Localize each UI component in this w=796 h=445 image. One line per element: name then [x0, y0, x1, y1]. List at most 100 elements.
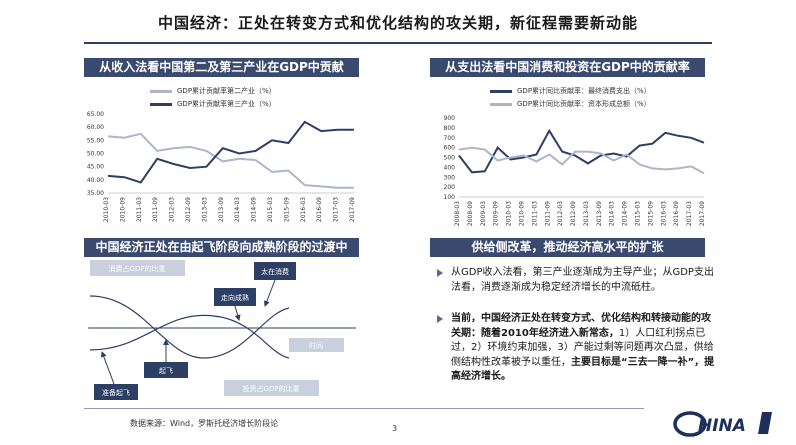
- x-tick-label: 2012-09: [570, 201, 577, 226]
- footer-divider: [84, 408, 644, 409]
- time-box: [289, 338, 344, 352]
- rostow-diagram: 消费占GDP的比重 太在消费 走向成熟 时间 起飞 准备起飞 投资占GDP的比重: [88, 260, 356, 400]
- consumption-share-label: 消费占GDP的比重: [108, 264, 165, 273]
- x-tick-label: 2009-09: [493, 201, 500, 226]
- takeoff-label: 起飞: [159, 367, 173, 375]
- legend-swatch: [150, 102, 172, 106]
- left-chart-banner: 从收入法看中国第二及第三产业在GDP中贡献: [84, 58, 359, 77]
- x-tick-label: 2008-09: [467, 201, 474, 226]
- x-tick-label: 2013-09: [218, 197, 225, 222]
- x-tick-label: 2014-03: [609, 201, 616, 226]
- x-tick-label: 2016-03: [300, 197, 307, 222]
- page-number: 3: [392, 424, 398, 433]
- y-tick-label: 400: [444, 164, 456, 171]
- bullet-2: 当前，中国经济正处在转变方式、优化结构和转接动能的攻关期：随着2010年经济进入…: [437, 312, 716, 385]
- x-tick-label: 2016-09: [673, 201, 680, 226]
- y-tick-label: 50.00: [87, 151, 104, 158]
- mature-arrow: [234, 305, 241, 321]
- china-logo: HINA: [673, 411, 772, 437]
- prepare-box: [94, 384, 138, 400]
- x-tick-label: 2017-03: [333, 197, 340, 222]
- x-tick-label: 2013-09: [596, 201, 603, 226]
- expand-consumption-label: 太在消费: [261, 267, 289, 276]
- y-tick-label: 100: [444, 194, 456, 201]
- prepare-arrow: [100, 351, 115, 385]
- x-tick-label: 2015-09: [647, 201, 654, 226]
- x-tick-label: 2017-09: [699, 201, 706, 226]
- bullet-marker-icon: [437, 315, 443, 323]
- time-label: 时间: [309, 341, 323, 350]
- x-tick-label: 2011-09: [152, 197, 159, 222]
- consumption-curve: [89, 295, 290, 359]
- mature-box: [214, 288, 256, 306]
- x-tick-label: 2010-03: [103, 197, 110, 222]
- investment-share-box: [224, 380, 319, 396]
- y-tick-label: 900: [444, 115, 456, 122]
- x-tick-label: 2016-03: [660, 201, 667, 226]
- y-tick-label: 35.00: [87, 190, 104, 197]
- series-line-2: [458, 146, 705, 175]
- bullet-1: 从GDP收入法看，第三产业逐渐成为主导产业；从GDP支出法看，消费逐渐成为稳定经…: [437, 266, 716, 295]
- y-tick-label: 40.00: [87, 177, 104, 184]
- source-note: 数据来源：Wind，罗斯托经济增长阶段论: [130, 419, 279, 428]
- x-tick-label: 2010-09: [119, 197, 126, 222]
- consumption-share-box: [90, 260, 185, 276]
- x-tick-label: 2016-09: [316, 197, 323, 222]
- left-legend-item-2: GDP累计贡献率第三产业（%）: [150, 99, 276, 109]
- y-tick-label: 55.00: [87, 137, 104, 144]
- x-tick-label: 2008-03: [454, 201, 461, 226]
- investment-curve: [89, 314, 290, 359]
- page-title: 中国经济：正处在转变方式和优化结构的攻关期，新征程需要新动能: [157, 14, 638, 32]
- takeoff-box: [144, 362, 188, 378]
- y-tick-label: 60.00: [87, 124, 104, 131]
- diagram-banner: 中国经济正处在由起飞阶段向成熟阶段的过渡中: [84, 238, 359, 257]
- left-line-chart: 35.00 40.00 45.00 50.00 55.00 60.00 65.00 2010-…: [87, 111, 356, 222]
- text-banner: 供给侧改革，推动经济高水平的扩张: [430, 238, 705, 257]
- series-line-1: [458, 128, 705, 174]
- series-line-2: [107, 120, 354, 184]
- x-tick-label: 2011-03: [136, 197, 143, 222]
- right-legend-item-1: GDP累计同比贡献率：最终消费支出（%）: [490, 86, 651, 96]
- x-tick-label: 2014-09: [251, 197, 258, 222]
- y-tick-label: 200: [444, 184, 456, 191]
- bullet-marker-icon: [437, 269, 443, 277]
- right-legend-item-2: GDP累计同比贡献率：资本形成总额（%）: [490, 99, 651, 109]
- legend-swatch: [150, 89, 172, 93]
- svg-text:HINA: HINA: [698, 416, 746, 436]
- x-tick-label: 2014-09: [622, 201, 629, 226]
- y-tick-label: 65.00: [87, 111, 104, 118]
- y-tick-label: 600: [444, 145, 456, 152]
- x-tick-label: 2009-03: [480, 201, 487, 226]
- x-tick-label: 2015-09: [283, 197, 290, 222]
- series-line-1: [107, 132, 354, 189]
- x-tick-label: 2012-09: [185, 197, 192, 222]
- y-tick-label: 800: [444, 125, 456, 132]
- mature-label: 走向成熟: [221, 293, 249, 302]
- x-tick-label: 2011-09: [544, 201, 551, 226]
- title-divider: [84, 42, 712, 44]
- x-tick-label: 2013-03: [583, 201, 590, 226]
- x-tick-label: 2017-03: [686, 201, 693, 226]
- expand-arrow: [263, 279, 276, 307]
- y-tick-label: 700: [444, 135, 456, 142]
- prepare-label: 准备起飞: [102, 388, 130, 397]
- investment-share-label: 投资占GDP的比重: [242, 384, 299, 393]
- y-tick-label: 300: [444, 174, 456, 181]
- legend-swatch: [490, 89, 512, 93]
- x-tick-label: 2011-03: [531, 201, 538, 226]
- legend-swatch: [490, 102, 512, 106]
- x-tick-label: 2010-09: [518, 201, 525, 226]
- right-line-chart: 100 200 300 400 500 600 700 800 900 2008-03 2008-0…: [444, 115, 706, 226]
- x-tick-label: 2012-03: [557, 201, 564, 226]
- x-tick-label: 2015-03: [635, 201, 642, 226]
- x-tick-label: 2010-03: [506, 201, 513, 226]
- right-chart-banner: 从支出法看中国消费和投资在GDP中的贡献率: [430, 58, 705, 77]
- expand-consumption-box: [254, 262, 296, 280]
- y-tick-label: 45.00: [87, 164, 104, 171]
- x-tick-label: 2014-03: [234, 197, 241, 222]
- x-tick-label: 2013-03: [201, 197, 208, 222]
- y-tick-label: 500: [444, 155, 456, 162]
- x-tick-label: 2012-03: [169, 197, 176, 222]
- x-tick-label: 2015-03: [267, 197, 274, 222]
- left-legend-item-1: GDP累计贡献率第二产业（%）: [150, 86, 276, 96]
